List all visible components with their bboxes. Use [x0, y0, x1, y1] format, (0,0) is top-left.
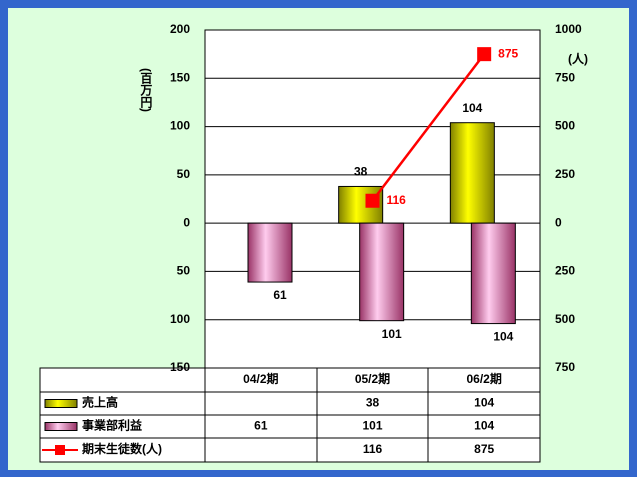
y-tick-label: 50 — [177, 264, 191, 278]
bar — [470, 222, 516, 325]
table-cell: 104 — [474, 396, 494, 410]
y-tick-label: 0 — [183, 215, 190, 229]
data-label: 61 — [273, 288, 287, 302]
table-cell: 116 — [363, 442, 383, 456]
legend-swatch — [44, 422, 78, 431]
y2-tick-label: 250 — [555, 264, 575, 278]
data-label: 875 — [498, 46, 518, 60]
x-tick-label: 04/2期 — [243, 371, 278, 386]
y2-tick-label: 750 — [555, 70, 575, 84]
y-tick-label: 50 — [177, 167, 191, 181]
y2-tick-label: 1000 — [555, 22, 582, 36]
line-marker — [477, 47, 492, 62]
table-cell: 101 — [362, 419, 382, 433]
y2-tick-label: 0 — [555, 215, 562, 229]
table-cell: 61 — [254, 419, 268, 433]
bar — [449, 122, 495, 224]
legend-label: 事業部利益 — [82, 418, 142, 433]
y-axis-label: (百万円) — [139, 68, 153, 112]
data-label: 104 — [493, 330, 513, 344]
data-label: 104 — [462, 101, 482, 115]
table-cell: 38 — [366, 396, 380, 410]
legend-label: 売上高 — [82, 395, 118, 410]
table-cell: 104 — [474, 419, 494, 433]
y-tick-label: 150 — [170, 360, 190, 374]
legend-marker — [55, 445, 65, 455]
y2-tick-label: 250 — [555, 167, 575, 181]
x-tick-label: 05/2期 — [355, 371, 390, 386]
bar — [359, 222, 405, 322]
x-tick-label: 06/2期 — [466, 371, 501, 386]
data-label: 101 — [382, 327, 402, 341]
y2-tick-label: 500 — [555, 119, 575, 133]
legend-swatch — [44, 399, 78, 408]
y-tick-label: 100 — [170, 312, 190, 326]
data-table — [39, 367, 541, 463]
data-label: 38 — [354, 165, 368, 179]
legend-label: 期末生徒数(人) — [82, 441, 162, 456]
y-tick-label: 100 — [170, 119, 190, 133]
data-label: 116 — [387, 193, 407, 207]
y2-tick-label: 750 — [555, 360, 575, 374]
y-tick-label: 150 — [170, 70, 190, 84]
table-cell: 875 — [474, 442, 494, 456]
line-marker — [365, 193, 380, 208]
y2-tick-label: 500 — [555, 312, 575, 326]
y-tick-label: 200 — [170, 22, 190, 36]
y2-axis-label: (人) — [568, 51, 588, 66]
line — [371, 53, 486, 202]
bar — [247, 222, 293, 283]
